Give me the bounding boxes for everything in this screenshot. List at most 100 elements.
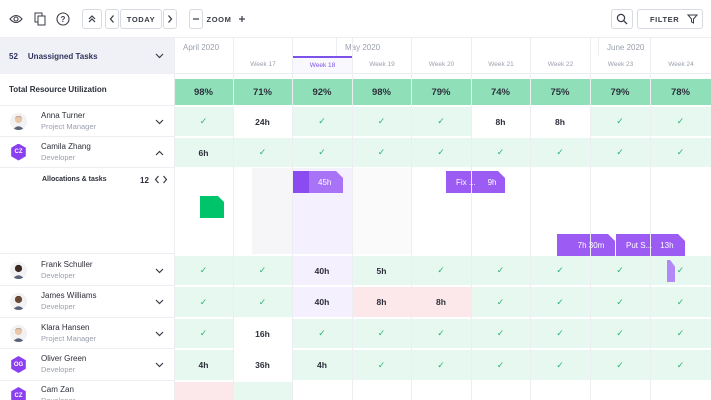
availability-check-cell[interactable]: ✓ — [590, 319, 650, 348]
availability-check-cell[interactable]: ✓ — [174, 107, 233, 136]
availability-check-cell[interactable]: ✓ — [650, 350, 711, 380]
allocation-bar[interactable] — [667, 260, 675, 282]
availability-check-cell[interactable]: ✓ — [411, 319, 471, 348]
availability-check-cell[interactable]: ✓ — [292, 138, 352, 167]
help-icon[interactable]: ? — [54, 9, 72, 29]
availability-check-cell[interactable]: ✓ — [650, 256, 711, 285]
hours-cell[interactable]: 8h — [411, 287, 471, 317]
person-row-label[interactable]: OG Oliver Green Developer — [0, 349, 174, 381]
hours-cell[interactable]: 24h — [233, 112, 292, 131]
availability-check-cell[interactable]: ✓ — [292, 319, 352, 348]
availability-check-cell[interactable]: ✓ — [233, 138, 292, 167]
chevron-down-icon[interactable] — [154, 117, 164, 127]
availability-check-cell[interactable]: ✓ — [650, 319, 711, 348]
hours-cell[interactable] — [590, 387, 650, 400]
person-role: Developer — [41, 395, 75, 400]
availability-check-cell[interactable]: ✓ — [530, 350, 590, 380]
availability-check-cell[interactable]: ✓ — [174, 256, 233, 285]
availability-check-cell[interactable]: ✓ — [411, 256, 471, 285]
utilization-cell: 98% — [352, 79, 411, 105]
availability-check-cell[interactable]: ✓ — [292, 107, 352, 136]
availability-check-cell[interactable]: ✓ — [233, 287, 292, 317]
availability-check-cell[interactable]: ✓ — [352, 107, 411, 136]
filter-button[interactable]: FILTER — [637, 9, 703, 29]
availability-check-cell[interactable]: ✓ — [590, 138, 650, 167]
chevron-left-icon[interactable] — [105, 9, 119, 29]
hours-cell[interactable]: 8h — [352, 287, 411, 317]
person-row-label[interactable]: CZ Camila Zhang Developer — [0, 137, 174, 168]
hours-cell[interactable]: 36h — [233, 355, 292, 375]
zoom-out-button[interactable] — [189, 9, 203, 29]
availability-check-cell[interactable]: ✓ — [650, 287, 711, 317]
availability-check-cell[interactable]: ✓ — [411, 138, 471, 167]
chevron-down-icon[interactable] — [154, 297, 164, 307]
availability-check-cell[interactable]: ✓ — [650, 138, 711, 167]
hours-cell[interactable]: 4h — [174, 350, 233, 380]
hours-cell[interactable] — [530, 387, 590, 400]
availability-check-cell[interactable]: ✓ — [174, 319, 233, 348]
availability-check-cell[interactable]: ✓ — [590, 107, 650, 136]
availability-check-cell[interactable]: ✓ — [530, 319, 590, 348]
hours-cell[interactable] — [174, 382, 233, 400]
hours-cell[interactable]: 8h — [471, 112, 530, 131]
availability-check-cell[interactable]: ✓ — [174, 287, 233, 317]
task-bar[interactable] — [200, 196, 224, 218]
availability-check-cell[interactable]: ✓ — [233, 256, 292, 285]
hours-cell[interactable]: 16h — [233, 324, 292, 343]
hours-cell[interactable]: 40h — [292, 256, 352, 285]
availability-check-cell[interactable]: ✓ — [352, 319, 411, 348]
person-text: Cam ZanDeveloper — [41, 385, 75, 400]
chevron-down-icon[interactable] — [154, 51, 164, 61]
availability-check-cell[interactable]: ✓ — [411, 107, 471, 136]
allocation-bar[interactable]: 45h — [293, 171, 343, 193]
allocation-bar[interactable]: Fix ... 9h — [446, 171, 505, 193]
hours-cell[interactable]: 8h — [530, 112, 590, 131]
hours-cell[interactable]: 5h — [352, 256, 411, 285]
hours-cell[interactable] — [352, 387, 411, 400]
chevron-left-icon[interactable] — [154, 175, 160, 187]
availability-check-cell[interactable]: ✓ — [471, 256, 530, 285]
availability-check-cell[interactable]: ✓ — [471, 287, 530, 317]
hours-cell[interactable]: 6h — [174, 138, 233, 167]
hours-cell[interactable] — [233, 382, 292, 400]
availability-check-cell[interactable]: ✓ — [590, 256, 650, 285]
chevron-up-icon[interactable] — [154, 148, 164, 158]
availability-check-cell[interactable]: ✓ — [530, 138, 590, 167]
hours-cell[interactable] — [292, 387, 352, 400]
hours-cell[interactable]: 4h — [292, 350, 352, 380]
availability-check-cell[interactable]: ✓ — [471, 138, 530, 167]
chevron-down-icon[interactable] — [154, 360, 164, 370]
availability-check-cell[interactable]: ✓ — [352, 138, 411, 167]
person-row-label[interactable]: CZ Cam ZanDeveloper — [0, 381, 174, 400]
allocation-bar[interactable]: 7h 30m — [557, 234, 615, 256]
utilization-cell: 78% — [650, 79, 711, 105]
hours-cell[interactable] — [471, 387, 530, 400]
chevron-right-icon[interactable] — [163, 9, 177, 29]
availability-check-cell[interactable]: ✓ — [471, 350, 530, 380]
availability-check-cell[interactable]: ✓ — [530, 256, 590, 285]
availability-check-cell[interactable]: ✓ — [590, 350, 650, 380]
person-row-label[interactable]: Frank Schuller Developer — [0, 255, 174, 286]
person-row-label[interactable]: Anna Turner Project Manager — [0, 106, 174, 137]
hours-cell[interactable] — [650, 387, 711, 400]
eye-icon[interactable] — [6, 9, 26, 29]
availability-check-cell[interactable]: ✓ — [352, 350, 411, 380]
zoom-in-button[interactable] — [235, 9, 249, 29]
person-row-label[interactable]: James Williams Developer — [0, 286, 174, 318]
availability-check-cell[interactable]: ✓ — [590, 287, 650, 317]
collapse-all-icon[interactable] — [82, 9, 102, 29]
search-icon[interactable] — [611, 9, 633, 29]
unassigned-tasks-header[interactable]: 52 Unassigned Tasks — [0, 38, 174, 74]
chevron-right-icon[interactable] — [162, 175, 168, 187]
availability-check-cell[interactable]: ✓ — [530, 287, 590, 317]
export-document-icon[interactable] — [31, 9, 49, 29]
hours-cell[interactable]: 40h — [292, 287, 352, 317]
hours-cell[interactable] — [411, 387, 471, 400]
availability-check-cell[interactable]: ✓ — [650, 107, 711, 136]
person-row-label[interactable]: Klara Hansen Project Manager — [0, 318, 174, 349]
chevron-down-icon[interactable] — [154, 266, 164, 276]
availability-check-cell[interactable]: ✓ — [471, 319, 530, 348]
availability-check-cell[interactable]: ✓ — [411, 350, 471, 380]
today-button[interactable]: TODAY — [120, 9, 162, 29]
chevron-down-icon[interactable] — [154, 329, 164, 339]
